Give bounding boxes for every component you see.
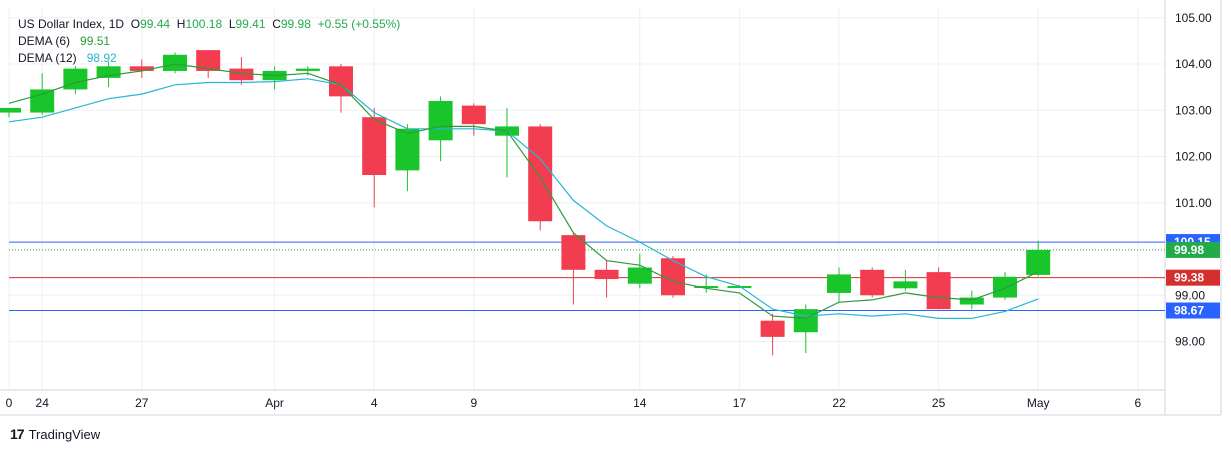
legend-change: +0.55 (+0.55%): [317, 17, 401, 31]
y-tick-label: 103.00: [1175, 103, 1212, 117]
legend-high-label: H: [176, 17, 186, 31]
candle-up[interactable]: [993, 276, 1017, 298]
candle-up[interactable]: [627, 267, 652, 284]
candle-down[interactable]: [594, 269, 619, 280]
price-label-99.98: 99.98: [1174, 243, 1204, 257]
x-tick-label: May: [1027, 396, 1050, 410]
candle-up[interactable]: [827, 274, 851, 293]
candle-down[interactable]: [561, 235, 586, 270]
legend-symbol: US Dollar Index, 1D: [18, 17, 125, 31]
dema6-line[interactable]: [8, 63, 1039, 320]
price-label-bg: [1166, 241, 1220, 258]
candle-down[interactable]: [129, 66, 154, 71]
candle-up[interactable]: [727, 286, 752, 288]
x-tick-label: 6: [1134, 396, 1141, 410]
x-tick-label: 4: [371, 396, 378, 410]
y-tick-label: 101.00: [1175, 196, 1212, 210]
x-tick-label: 25: [932, 396, 946, 410]
x-tick-label: 0: [6, 396, 13, 410]
price-label-bg: [1166, 269, 1220, 286]
candle-up[interactable]: [163, 54, 187, 71]
candle-up[interactable]: [793, 309, 818, 333]
candle-down[interactable]: [461, 105, 486, 125]
candle-down[interactable]: [362, 117, 387, 175]
x-tick-label: 17: [733, 396, 747, 410]
candle-up[interactable]: [96, 66, 121, 78]
legend-dema6-value: 99.51: [80, 34, 111, 48]
candle-down[interactable]: [196, 50, 221, 71]
legend-open-label: O: [130, 17, 141, 31]
candle-down[interactable]: [860, 269, 885, 296]
y-tick-label: 102.00: [1175, 150, 1212, 164]
legend-high: 100.18: [185, 17, 223, 31]
tradingview-logo-icon: 17: [10, 426, 25, 442]
legend-open: 99.44: [140, 17, 171, 31]
price-label-bg: [1166, 302, 1220, 319]
y-tick-label: 105.00: [1175, 11, 1212, 25]
x-tick-label: Apr: [265, 396, 284, 410]
legend-dema6-row[interactable]: DEMA (6) 99.51: [18, 33, 400, 50]
legend-low-label: L: [228, 17, 236, 31]
x-tick-label: 14: [633, 396, 647, 410]
x-tick-label: 27: [135, 396, 149, 410]
candle-down[interactable]: [926, 272, 951, 310]
candle-up[interactable]: [428, 101, 453, 141]
legend-dema12-label: DEMA (12): [18, 51, 77, 65]
x-tick-label: 24: [36, 396, 50, 410]
candle-up[interactable]: [893, 281, 918, 289]
legend-dema6-label: DEMA (6): [18, 34, 71, 48]
y-tick-label: 104.00: [1175, 57, 1212, 71]
candle-up[interactable]: [694, 286, 719, 288]
brand-name: TradingView: [28, 426, 101, 442]
candle-up[interactable]: [295, 68, 320, 71]
candle-up[interactable]: [30, 89, 55, 113]
tradingview-brand[interactable]: 17 TradingView: [10, 426, 100, 442]
x-tick-label: 22: [832, 396, 846, 410]
candle-up[interactable]: [1026, 249, 1051, 275]
chart-legend: US Dollar Index, 1D O99.44 H100.18 L99.4…: [18, 16, 400, 67]
legend-dema12-row[interactable]: DEMA (12) 98.92: [18, 50, 400, 67]
candle-up[interactable]: [0, 107, 21, 113]
candle-up[interactable]: [395, 128, 420, 171]
legend-dema12-value: 98.92: [86, 51, 117, 65]
x-tick-label: 9: [470, 396, 477, 410]
price-label-99.38: 99.38: [1174, 271, 1204, 285]
legend-low: 99.41: [235, 17, 266, 31]
legend-ohlc-row: US Dollar Index, 1D O99.44 H100.18 L99.4…: [18, 16, 400, 33]
candle-up[interactable]: [63, 68, 88, 90]
candle-down[interactable]: [229, 68, 254, 81]
candle-down[interactable]: [528, 126, 553, 222]
price-label-98.67: 98.67: [1174, 304, 1204, 318]
y-tick-label: 98.00: [1175, 335, 1205, 349]
legend-close-label: C: [272, 17, 281, 31]
legend-close: 99.98: [280, 17, 311, 31]
dema12-line[interactable]: [8, 78, 1039, 319]
candle-down[interactable]: [760, 320, 785, 337]
y-tick-label: 99.00: [1175, 288, 1205, 302]
candle-up[interactable]: [959, 297, 984, 305]
